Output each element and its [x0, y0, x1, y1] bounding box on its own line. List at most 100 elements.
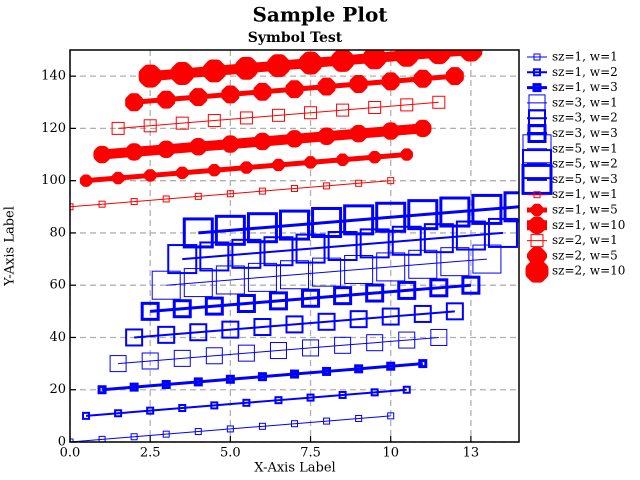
marker — [395, 50, 419, 67]
marker — [167, 244, 198, 275]
marker — [253, 132, 272, 151]
marker — [370, 388, 379, 397]
marker — [175, 116, 189, 130]
legend-label: sz=5, w=3 — [552, 172, 618, 186]
marker — [349, 310, 368, 329]
marker — [98, 435, 106, 442]
legend-label: sz=5, w=2 — [552, 157, 618, 171]
marker — [140, 301, 160, 321]
marker — [141, 352, 159, 370]
marker — [189, 323, 208, 342]
marker — [130, 433, 138, 441]
marker — [271, 108, 285, 122]
marker — [234, 56, 258, 80]
marker — [302, 339, 320, 357]
plot-frame — [69, 49, 520, 443]
marker — [343, 204, 375, 236]
marker — [503, 191, 519, 223]
marker — [182, 217, 214, 249]
marker — [157, 90, 176, 109]
marker — [157, 325, 176, 344]
legend: sz=1, w=1sz=1, w=2sz=1, w=3sz=3, w=1sz=3… — [521, 50, 625, 283]
marker — [432, 95, 446, 109]
marker — [194, 192, 202, 200]
legend-label: sz=2, w=1 — [552, 233, 618, 247]
plot-area — [70, 50, 519, 442]
legend-label: sz=1, w=1 — [552, 187, 618, 201]
marker — [208, 164, 221, 177]
legend-marker — [521, 163, 553, 195]
y-tick-label: 40 — [49, 330, 66, 345]
series-line — [166, 258, 487, 286]
marker — [445, 67, 464, 86]
series-line — [101, 362, 423, 392]
marker — [176, 166, 189, 180]
marker — [440, 247, 470, 277]
marker — [363, 50, 387, 70]
marker — [391, 225, 422, 256]
marker — [236, 293, 256, 313]
marker — [125, 93, 144, 112]
marker — [398, 331, 416, 349]
marker — [146, 406, 155, 415]
series-line — [70, 415, 391, 442]
series-line — [118, 336, 439, 365]
legend-marker — [533, 53, 541, 61]
series-line — [150, 283, 472, 313]
marker — [285, 315, 304, 334]
marker — [109, 355, 127, 373]
legend-marker — [533, 68, 541, 77]
marker — [231, 238, 262, 269]
marker — [311, 206, 343, 238]
marker — [285, 130, 304, 148]
legend-label: sz=2, w=5 — [552, 248, 618, 262]
marker — [407, 199, 439, 231]
marker — [157, 140, 175, 158]
marker — [130, 198, 138, 206]
marker — [414, 119, 432, 138]
marker — [221, 135, 240, 153]
chart-title: Sample Plot — [252, 3, 388, 27]
axes: 0.0 2.5 5.0 7.5 10 13 0 20 40 60 80 100 120 140 — [41, 69, 479, 461]
marker — [461, 275, 481, 295]
marker — [312, 257, 342, 287]
marker — [225, 374, 235, 384]
marker — [205, 347, 223, 365]
legend-marker — [532, 83, 542, 93]
series-line — [198, 205, 519, 235]
marker — [344, 255, 374, 285]
marker — [304, 156, 317, 169]
marker — [355, 179, 363, 187]
marker — [418, 359, 428, 369]
marker — [487, 217, 518, 248]
series-line — [182, 231, 504, 261]
marker — [397, 280, 417, 300]
marker — [221, 85, 240, 104]
marker — [246, 212, 278, 244]
marker — [247, 262, 277, 292]
y-tick-label: 0 — [58, 435, 66, 450]
legend-label: sz=3, w=3 — [552, 126, 618, 140]
marker — [381, 72, 400, 91]
y-tick-label: 80 — [49, 225, 66, 240]
marker — [306, 393, 315, 402]
legend-label: sz=2, w=10 — [552, 264, 625, 278]
marker — [430, 328, 448, 346]
marker — [240, 161, 253, 174]
marker — [472, 244, 502, 274]
marker — [366, 334, 384, 352]
marker — [290, 369, 299, 379]
marker — [304, 106, 318, 120]
marker — [274, 396, 283, 405]
marker — [299, 51, 322, 75]
marker — [291, 420, 298, 428]
marker — [402, 385, 411, 394]
marker — [194, 428, 202, 436]
x-tick-label: 2.5 — [140, 446, 161, 461]
marker — [400, 98, 414, 112]
marker — [471, 193, 503, 225]
marker — [79, 174, 93, 187]
marker — [226, 425, 234, 433]
marker — [189, 138, 207, 156]
marker — [215, 265, 245, 295]
